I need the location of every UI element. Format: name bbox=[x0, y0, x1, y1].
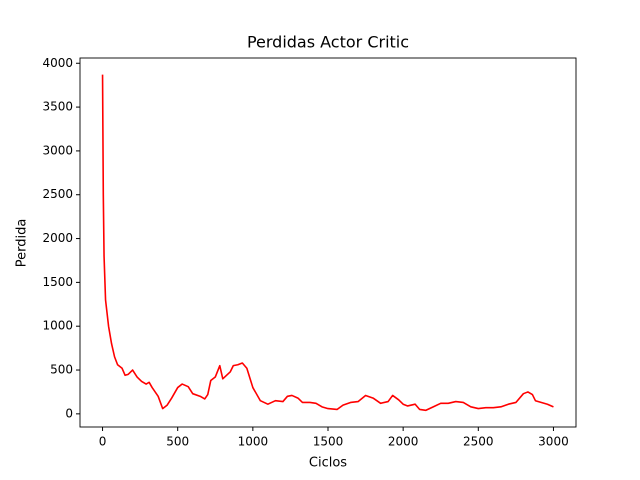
y-tick-label: 3500 bbox=[42, 100, 73, 114]
y-tick-label: 1000 bbox=[42, 319, 73, 333]
y-tick-label: 4000 bbox=[42, 56, 73, 70]
y-tick-label: 500 bbox=[50, 363, 73, 377]
x-tick-label: 1000 bbox=[238, 435, 269, 449]
plot-frame bbox=[79, 57, 577, 428]
y-tick-label: 3000 bbox=[42, 143, 73, 157]
x-tick-label: 0 bbox=[99, 435, 107, 449]
data-line bbox=[101, 74, 554, 412]
y-tick-label: 2500 bbox=[42, 187, 73, 201]
x-tick-label: 2500 bbox=[463, 435, 494, 449]
y-axis-label: Perdida bbox=[15, 219, 30, 268]
x-tick-label: 500 bbox=[166, 435, 189, 449]
y-tick-label: 1500 bbox=[42, 275, 73, 289]
x-tick-label: 2000 bbox=[388, 435, 419, 449]
x-tick-label: 1500 bbox=[313, 435, 344, 449]
y-tick-label: 2000 bbox=[42, 231, 73, 245]
x-tick-label: 3000 bbox=[538, 435, 569, 449]
chart-title: Perdidas Actor Critic bbox=[247, 33, 409, 52]
y-tick-label: 0 bbox=[65, 406, 73, 420]
x-axis-label: Ciclos bbox=[309, 456, 347, 471]
